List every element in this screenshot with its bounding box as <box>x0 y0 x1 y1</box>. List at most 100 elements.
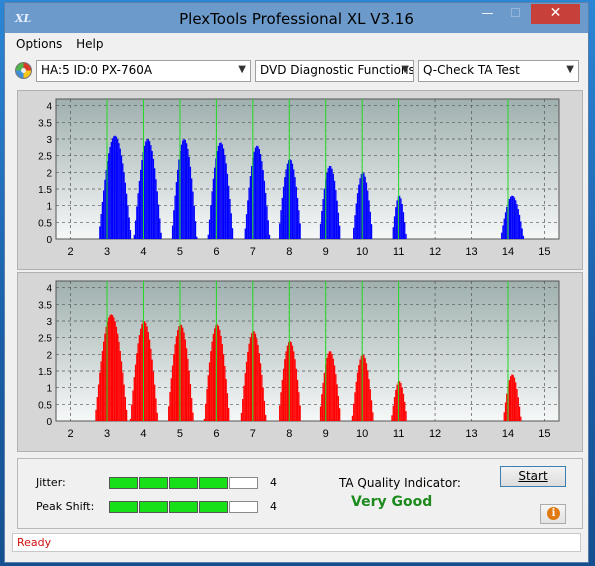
histogram-bar <box>279 405 281 421</box>
histogram-bar <box>115 326 118 421</box>
test-select[interactable]: Q-Check TA Test ▼ <box>418 60 579 82</box>
histogram-bar <box>365 182 368 239</box>
disc-icon <box>15 62 32 79</box>
histogram-bar <box>122 372 124 421</box>
histogram-bar <box>398 381 401 421</box>
x-tick-label: 9 <box>323 246 329 258</box>
histogram-bar <box>150 145 152 239</box>
histogram-bar <box>192 412 194 421</box>
peak-shift-meter-segment <box>199 501 228 513</box>
histogram-bar <box>253 151 255 239</box>
histogram-bar <box>328 165 331 239</box>
histogram-bar <box>120 155 123 239</box>
histogram-bar <box>247 351 249 421</box>
drive-select[interactable]: HA:5 ID:0 PX-760A ▼ <box>36 60 251 82</box>
histogram-bar <box>393 397 396 421</box>
histogram-bar <box>337 395 340 421</box>
histogram-bar <box>261 161 263 239</box>
histogram-bar <box>219 142 221 239</box>
histogram-bar <box>290 160 292 239</box>
histogram-bar <box>154 384 156 421</box>
histogram-bar <box>99 226 101 239</box>
histogram-bar <box>327 353 329 421</box>
histogram-bar <box>298 210 300 239</box>
peak-shift-meter-segment <box>169 501 198 513</box>
test-select-value: Q-Check TA Test <box>423 63 520 77</box>
histogram-bar <box>319 406 322 421</box>
histogram-bar <box>299 223 301 239</box>
histogram-bar <box>511 374 513 421</box>
histogram-bar <box>123 172 125 239</box>
minimize-button[interactable]: — <box>481 6 494 20</box>
histogram-bar <box>263 180 266 239</box>
histogram-bar <box>401 203 403 239</box>
histogram-bar <box>248 343 250 421</box>
histogram-bar <box>138 180 141 239</box>
histogram-bar <box>118 341 120 421</box>
histogram-bar <box>177 169 179 239</box>
histogram-bar <box>168 406 170 421</box>
histogram-bar <box>133 377 135 421</box>
app-logo-icon: XL <box>15 12 32 25</box>
histogram-bar <box>328 351 331 421</box>
histogram-bar <box>175 336 178 421</box>
histogram-bar <box>369 389 371 421</box>
results-panel: Jitter: 4 Peak Shift: 4 TA Quality Indic… <box>17 458 583 529</box>
histogram-bar <box>355 381 357 421</box>
y-tick-label: 3.5 <box>38 118 52 129</box>
histogram-bar <box>263 400 266 421</box>
histogram-bar <box>225 163 227 239</box>
histogram-bar <box>178 326 180 421</box>
histogram-bar <box>103 190 105 239</box>
histogram-bar <box>405 233 407 239</box>
histogram-bar <box>360 355 363 421</box>
histogram-bar <box>509 196 512 239</box>
y-tick-label: 3.5 <box>38 300 52 311</box>
histogram-bar <box>211 191 213 239</box>
info-button[interactable]: i <box>540 504 566 524</box>
histogram-bar <box>147 139 149 239</box>
status-bar: Ready <box>12 533 581 552</box>
menu-help[interactable]: Help <box>76 37 104 51</box>
title-bar[interactable]: XL PlexTools Professional XL V3.16 — ☐ ✕ <box>5 3 588 33</box>
histogram-bar <box>291 345 294 421</box>
app-window: XL PlexTools Professional XL V3.16 — ☐ ✕… <box>4 2 589 563</box>
histogram-bar <box>402 212 405 239</box>
histogram-bar <box>145 141 147 239</box>
histogram-bar <box>124 182 127 239</box>
histogram-bar <box>516 389 518 421</box>
histogram-bar <box>138 335 141 421</box>
histogram-bar <box>256 338 258 421</box>
y-tick-label: 0.5 <box>38 400 52 411</box>
y-tick-label: 1.5 <box>38 185 52 196</box>
start-button[interactable]: Start <box>500 466 566 487</box>
close-button[interactable]: ✕ <box>531 4 580 24</box>
histogram-bar <box>229 199 231 239</box>
histogram-bar <box>117 139 119 239</box>
histogram-bar <box>154 168 156 239</box>
histogram-bar <box>258 149 260 239</box>
maximize-button[interactable]: ☐ <box>510 6 521 20</box>
histogram-bar <box>231 228 234 239</box>
histogram-bar <box>332 358 334 421</box>
function-select[interactable]: DVD Diagnostic Functions ▼ <box>255 60 414 82</box>
menu-options[interactable]: Options <box>16 37 63 51</box>
histogram-bar <box>335 189 337 239</box>
y-tick-label: 2 <box>46 350 52 361</box>
histogram-bar <box>160 232 162 239</box>
histogram-bar <box>284 359 286 421</box>
histogram-bar <box>296 379 299 421</box>
histogram-bar <box>295 368 297 421</box>
histogram-bar <box>157 204 160 239</box>
histogram-bar <box>174 195 176 239</box>
histogram-bar <box>111 138 114 239</box>
histogram-bar <box>156 412 158 421</box>
jitter-chart-panel: 0 0.5 1 1.5 2 2.5 3 3.5 4 2 3 4 5 6 7 8 9 10 11 12 13 14 15 <box>17 90 583 270</box>
histogram-bar <box>187 148 189 239</box>
histogram-bar <box>128 217 130 239</box>
x-tick-label: 14 <box>502 246 514 258</box>
histogram-bar <box>404 401 406 421</box>
histogram-bar <box>289 341 291 421</box>
histogram-bar <box>392 405 394 421</box>
histogram-bar <box>185 348 188 421</box>
